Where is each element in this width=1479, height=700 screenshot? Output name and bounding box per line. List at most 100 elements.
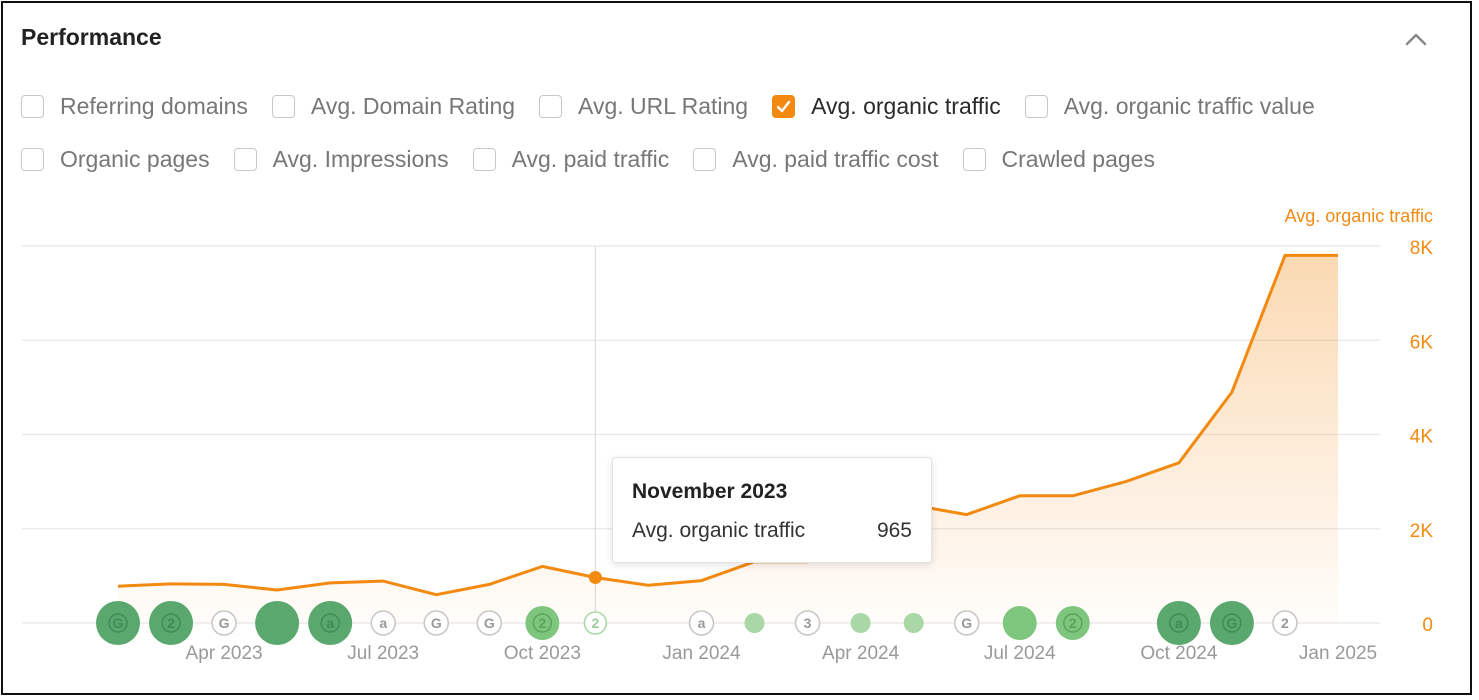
event-marker-ring <box>1222 613 1242 633</box>
highlight-point <box>588 571 602 585</box>
checkbox-avg-url-rating[interactable]: Avg. URL Rating <box>539 93 748 120</box>
checkbox-label: Avg. URL Rating <box>578 92 749 119</box>
checkbox-avg-organic-traffic-value[interactable]: Avg. organic traffic value <box>1024 92 1315 120</box>
checkbox-unchecked-icon[interactable] <box>271 94 295 118</box>
chevron-up-icon[interactable] <box>1403 26 1429 52</box>
checkbox-label: Referring domains <box>60 92 248 119</box>
event-marker-icon <box>1055 606 1090 640</box>
checkbox-unchecked-icon[interactable] <box>962 147 986 171</box>
event-marker-glyph: 2 <box>1069 615 1077 631</box>
event-marker-icon <box>583 611 608 635</box>
checkbox-unchecked-icon[interactable] <box>21 94 44 118</box>
checkbox-checked-icon[interactable] <box>772 94 796 118</box>
event-marker-glyph: G <box>219 615 230 631</box>
checkbox-label: Avg. organic traffic <box>811 92 1001 119</box>
x-tick-label: Oct 2023 <box>504 643 581 664</box>
event-marker-icon <box>688 610 715 636</box>
event-marker-icon <box>903 613 924 633</box>
x-tick-label: Oct 2024 <box>1140 643 1218 664</box>
checkbox-label: Avg. organic traffic value <box>1063 92 1315 119</box>
event-marker-icon <box>850 613 871 633</box>
event-marker-ring <box>161 613 181 633</box>
checkbox-referring-domains[interactable]: Referring domains <box>21 93 248 120</box>
event-marker-glyph: a <box>379 615 387 631</box>
checkbox-unchecked-icon[interactable] <box>472 147 496 171</box>
series-line <box>117 253 1338 597</box>
x-tick-label: Jan 2024 <box>662 643 741 664</box>
checkbox-avg-impressions[interactable]: Avg. Impressions <box>233 146 449 173</box>
event-marker-ring <box>1169 613 1189 633</box>
tooltip-label: Avg. organic traffic <box>632 519 806 542</box>
x-tick-label: Jan 2025 <box>1299 643 1377 664</box>
event-marker-glyph: 2 <box>167 615 175 631</box>
event-marker-glyph: G <box>961 615 972 631</box>
checkbox-avg-organic-traffic[interactable]: Avg. organic traffic <box>772 93 1001 120</box>
checkbox-label: Crawled pages <box>1001 145 1155 172</box>
series-area <box>118 255 1338 623</box>
event-marker-icon <box>211 610 237 636</box>
y-tick-label: 2K <box>1410 521 1434 542</box>
event-marker-ring <box>108 613 128 633</box>
checkbox-label: Organic pages <box>60 145 210 172</box>
event-marker-icon <box>1272 610 1298 636</box>
checkbox-avg-paid-traffic-cost[interactable]: Avg. paid traffic cost <box>693 145 939 173</box>
checkbox-label: Avg. paid traffic cost <box>732 145 939 172</box>
event-marker-glyph: a <box>698 615 706 631</box>
event-marker-glyph: a <box>1175 615 1183 631</box>
checkbox-avg-domain-rating[interactable]: Avg. Domain Rating <box>271 92 516 120</box>
checkbox-unchecked-icon[interactable] <box>233 147 257 171</box>
event-marker-ring <box>320 613 340 633</box>
checkbox-label: Avg. Domain Rating <box>310 92 516 119</box>
event-marker-glyph: G <box>1226 615 1237 631</box>
event-marker-glyph: G <box>431 615 442 631</box>
checkbox-crawled-pages[interactable]: Crawled pages <box>962 145 1155 173</box>
event-marker-glyph: 3 <box>804 615 812 631</box>
y-tick-label: 0 <box>1422 615 1433 636</box>
event-marker-icon <box>423 610 450 636</box>
event-marker-glyph: a <box>326 615 334 631</box>
event-marker-icon <box>370 610 397 636</box>
chart-tooltip: November 2023 Avg. organic traffic 965 <box>612 457 932 563</box>
event-marker-ring <box>532 613 553 633</box>
event-marker-ring <box>1063 613 1083 633</box>
event-marker-icon <box>308 601 353 645</box>
event-marker-icon <box>794 610 821 636</box>
y-tick-label: 4K <box>1410 427 1434 448</box>
checkbox-label: Avg. paid traffic <box>511 145 670 172</box>
event-marker-icon <box>1002 606 1037 640</box>
event-marker-icon <box>953 610 980 636</box>
checkbox-unchecked-icon[interactable] <box>21 147 44 171</box>
checkbox-avg-paid-traffic[interactable]: Avg. paid traffic <box>472 145 670 173</box>
x-tick-label: Jul 2023 <box>347 643 419 664</box>
tooltip-row: Avg. organic traffic 965 <box>632 519 912 543</box>
y-tick-label: 8K <box>1410 238 1434 259</box>
checkbox-unchecked-icon[interactable] <box>1024 94 1048 118</box>
event-marker-glyph: 2 <box>1281 615 1289 631</box>
checkbox-organic-pages[interactable]: Organic pages <box>21 146 210 173</box>
checkbox-unchecked-icon[interactable] <box>693 147 717 171</box>
event-marker-glyph: G <box>113 615 124 631</box>
traffic-chart: 0 2K 4K 6K 8K Avg. organic traffic Apr 2023 Jul… <box>22 206 1434 664</box>
y-axis-title: Avg. organic traffic <box>1285 206 1433 226</box>
checkbox-unchecked-icon[interactable] <box>539 94 563 118</box>
page-title: Performance <box>21 24 162 50</box>
x-tick-label: Apr 2023 <box>186 643 263 664</box>
event-marker-icon <box>1156 601 1201 645</box>
event-marker-icon <box>255 601 300 645</box>
y-tick-label: 6K <box>1410 332 1434 353</box>
event-marker-glyph: 2 <box>591 615 599 631</box>
tooltip-value: 965 <box>876 519 912 542</box>
metric-filters: Referring domains Avg. Domain Rating Avg. … <box>21 86 1461 192</box>
event-marker-glyph: G <box>484 615 495 631</box>
filter-row: Organic pages Avg. Impressions Avg. paid t… <box>21 139 1461 179</box>
event-marker-icon <box>149 601 194 645</box>
event-marker-icon <box>744 613 765 633</box>
x-tick-label: Apr 2024 <box>822 643 900 664</box>
tooltip-title: November 2023 <box>632 480 788 503</box>
event-marker-glyph: 2 <box>538 615 546 631</box>
x-tick-label: Jul 2024 <box>984 643 1056 664</box>
event-marker-icon <box>525 606 560 640</box>
event-marker-icon <box>1209 601 1254 645</box>
filter-row: Referring domains Avg. Domain Rating Avg. … <box>21 86 1461 126</box>
event-marker-icon <box>96 601 140 645</box>
